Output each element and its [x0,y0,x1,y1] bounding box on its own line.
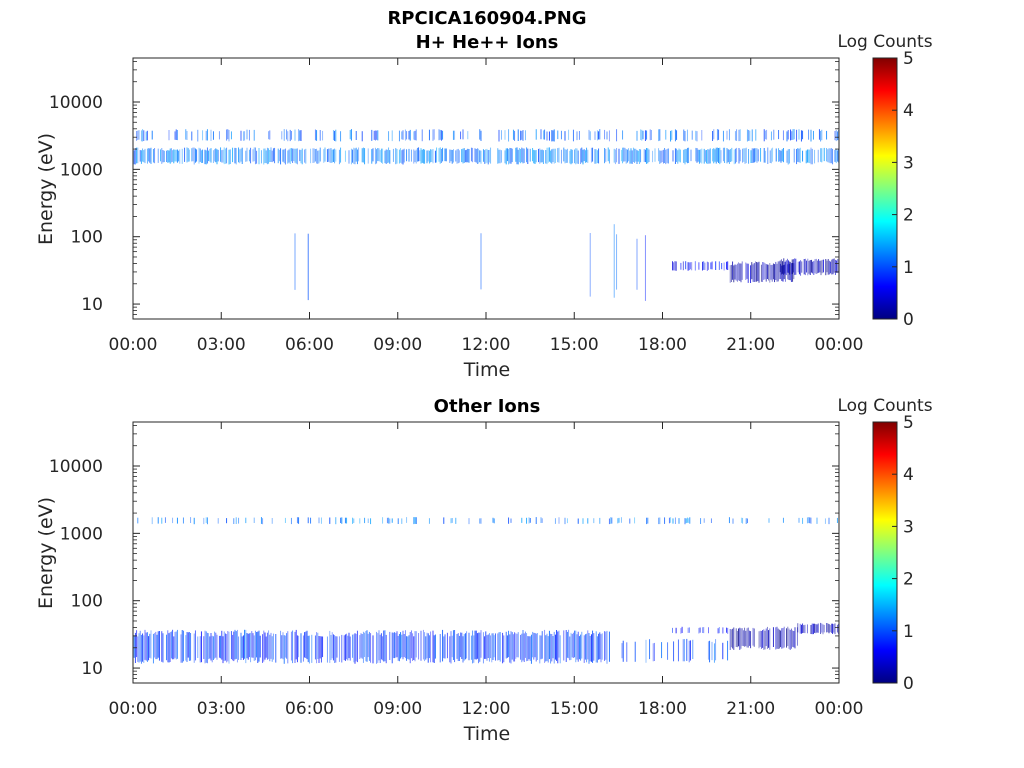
colorbar-tick-label: 2 [903,206,914,226]
colorbar-tick-label: 5 [903,413,914,433]
spectrogram-band [672,626,729,634]
y-tick-label: 100 [71,592,103,612]
spectrogram-band [132,629,610,664]
x-axis-ticks: 00:00 03:00 06:00 09:00 12:00 15:00 18:00 21:00… [109,58,864,355]
colorbar-ticks: 0 1 2 3 4 5 [892,413,914,694]
spectrogram-band [729,261,795,283]
colorbar-title: Log Counts [837,396,932,416]
spectrogram-band [621,638,729,663]
x-tick-label: 09:00 [373,335,422,355]
colorbar-tick-label: 0 [903,310,914,330]
colorbar-tick-label: 1 [903,622,914,642]
x-axis-ticks: 00:00 03:00 06:00 09:00 12:00 15:00 18:00 21:00… [109,422,864,719]
x-tick-label: 03:00 [197,699,246,719]
spectrogram-band [779,258,839,276]
x-tick-label: 00:00 [815,699,864,719]
x-tick-label: 00:00 [815,335,864,355]
y-tick-label: 100 [71,228,103,248]
x-tick-label: 12:00 [462,699,511,719]
spectrogram-band [136,129,840,142]
x-tick-label: 15:00 [550,699,599,719]
spectrogram-band [797,622,840,635]
x-axis-label: Time [463,723,511,745]
spectrogram-heatmap [132,129,840,301]
x-axis-label: Time [463,359,511,381]
x-tick-label: 15:00 [550,335,599,355]
y-axis-label: Energy (eV) [35,497,57,609]
colorbar-tick-label: 3 [903,153,914,173]
x-tick-label: 12:00 [462,335,511,355]
spectrogram-band [672,261,729,271]
colorbar-tick-label: 2 [903,570,914,590]
colorbar-ticks: 0 1 2 3 4 5 [892,49,914,330]
colorbar-tick-label: 5 [903,49,914,69]
y-tick-label: 10 [81,659,103,679]
colorbar-tick-label: 3 [903,517,914,537]
y-axis-ticks: 10000 1000 100 10 [49,425,839,684]
plot-frame [132,57,840,320]
spectrogram-heatmap [132,517,840,664]
y-tick-label: 1000 [60,160,103,180]
x-tick-label: 18:00 [638,335,687,355]
panel-title: H+ He++ Ions [416,32,559,53]
colorbar-tick-label: 0 [903,674,914,694]
panel-other-ions: Other Ions 00:00 03:00 06:00 09:00 12:00 15:0… [35,396,933,745]
x-tick-label: 00:00 [109,335,158,355]
y-tick-label: 10000 [49,457,103,477]
spectrogram-band [132,147,840,165]
y-tick-label: 10 [81,295,103,315]
colorbar [872,57,898,320]
panel-hplus-heplusplus: H+ He++ Ions 00:00 03:00 06:00 09:00 12:00 15… [35,32,933,381]
x-tick-label: 21:00 [726,699,775,719]
spectrogram-band [729,626,798,650]
x-tick-label: 21:00 [726,335,775,355]
panel-title: Other Ions [434,396,541,417]
colorbar-tick-label: 4 [903,465,914,485]
y-tick-label: 10000 [49,93,103,113]
x-tick-label: 06:00 [285,335,334,355]
x-tick-label: 03:00 [197,335,246,355]
x-tick-label: 09:00 [373,699,422,719]
colorbar-title: Log Counts [837,32,932,52]
x-tick-label: 00:00 [109,699,158,719]
y-axis-label: Energy (eV) [35,133,57,245]
x-tick-label: 18:00 [638,699,687,719]
x-tick-label: 06:00 [285,699,334,719]
y-axis-ticks: 10000 1000 100 10 [49,61,839,320]
figure-title: RPCICA160904.PNG [387,8,586,29]
colorbar-tick-label: 1 [903,258,914,278]
colorbar-tick-label: 4 [903,101,914,121]
spectrogram-band [294,224,646,301]
spectrogram-band [137,517,838,525]
y-tick-label: 1000 [60,524,103,544]
colorbar [872,421,898,684]
